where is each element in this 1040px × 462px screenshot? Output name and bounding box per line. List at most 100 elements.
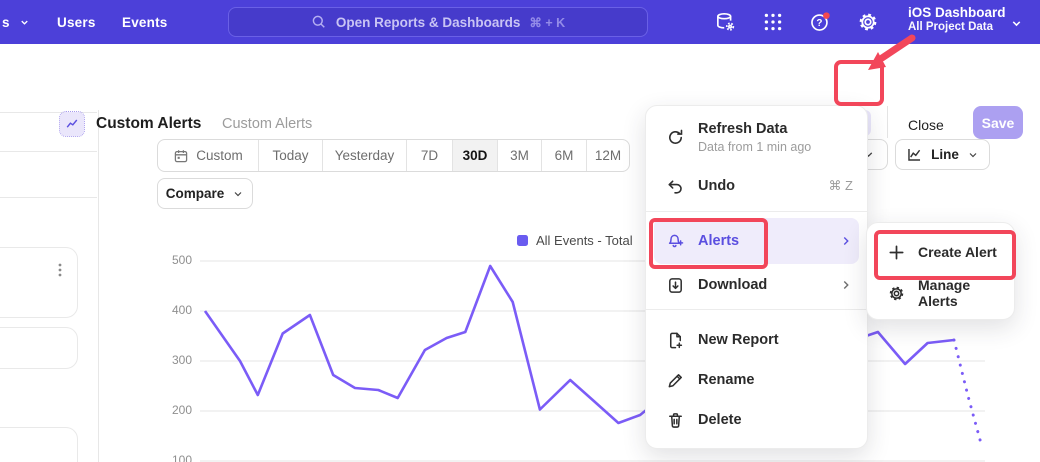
help-icon[interactable]: ? [809,11,831,33]
pencil-icon [668,373,682,387]
more-options-menu: Refresh Data Data from 1 min ago Undo ⌘ … [645,105,868,449]
search-icon [312,15,325,28]
range-today[interactable]: Today [259,140,323,171]
chevron-right-icon [843,281,849,289]
y-axis-tick-label: 500 [171,253,192,267]
data-management-icon[interactable] [714,11,736,33]
top-navigation-bar: s Users Events Open Reports & Dashboards… [0,0,1040,44]
range-6m[interactable]: 6M [542,140,587,171]
menu-label: Download [698,277,768,293]
line-chart-icon [908,148,921,161]
range-label: 30D [462,148,488,163]
search-shortcut: ⌘ + K [529,15,566,30]
menu-divider [646,211,867,212]
trash-icon [669,412,682,428]
menu-label: Alerts [698,233,740,249]
range-label: 12M [594,148,622,163]
menu-item-new-report[interactable]: New Report [654,320,859,360]
project-switcher[interactable]: iOS Dashboard All Project Data [908,5,1006,33]
date-range-segmented-control: Custom Today Yesterday 7D 30D 3M 6M 12M [157,139,630,172]
calendar-icon [174,149,188,162]
menu-divider [646,309,867,310]
plus-icon [889,244,904,260]
submenu-item-manage-alerts[interactable]: Manage Alerts [875,273,1006,313]
submenu-label: Manage Alerts [918,277,971,309]
sidebar-divider [0,151,97,152]
menu-label: Refresh Data [698,120,788,137]
alert-bell-plus-icon [668,234,684,247]
report-header: Custom Alerts Custom Alerts GV Duplicate… [0,44,1040,139]
submenu-label: Create Alert [918,244,997,260]
notification-dot [823,12,830,19]
list-item[interactable] [0,327,78,369]
close-button[interactable]: Close [908,117,944,133]
menu-item-delete[interactable]: Delete [654,400,859,440]
menu-item-download[interactable]: Download [654,266,859,304]
menu-label: New Report [698,332,779,348]
list-item[interactable] [0,427,78,462]
y-axis-tick-label: 300 [171,353,192,367]
nav-label: s [2,14,10,30]
range-12m[interactable]: 12M [587,140,629,171]
settings-gear-icon[interactable] [857,11,879,33]
sidebar-divider [0,112,97,113]
range-7d[interactable]: 7D [407,140,453,171]
search-bar[interactable]: Open Reports & Dashboards ⌘ + K [228,7,648,37]
nav-label: Events [122,14,168,30]
range-label: Yesterday [334,148,395,163]
menu-item-alerts[interactable]: Alerts [654,218,859,264]
page-title: Custom Alerts [96,115,202,132]
download-icon [669,277,682,293]
menu-item-refresh-data[interactable]: Refresh Data Data from 1 min ago [654,114,859,160]
legend-swatch [517,235,528,246]
y-axis-tick-label: 200 [171,403,192,417]
chevron-down-icon[interactable] [1010,17,1023,30]
search-placeholder: Open Reports & Dashboards [335,14,521,30]
chart-type-button[interactable]: Line [895,139,990,170]
range-custom[interactable]: Custom [158,140,259,171]
gear-icon [889,286,904,300]
nav-item-users[interactable]: Users [57,0,96,44]
range-label: 3M [510,148,529,163]
new-report-icon [669,332,683,348]
y-axis-tick-label: 400 [171,303,192,317]
menu-label: Undo [698,178,736,194]
range-label: 7D [420,148,439,163]
breadcrumb: Custom Alerts [222,116,313,132]
range-30d-selected[interactable]: 30D [453,140,498,171]
list-item[interactable] [0,247,78,318]
range-label: Custom [196,148,243,163]
compare-button[interactable]: Compare [157,178,253,209]
submenu-item-create-alert[interactable]: Create Alert [875,231,1006,273]
refresh-icon [669,129,683,144]
apps-grid-icon[interactable] [762,11,784,33]
range-yesterday[interactable]: Yesterday [323,140,407,171]
chevron-down-icon [21,20,28,25]
chart-legend: All Events - Total [517,233,633,248]
nav-item-events[interactable]: Events [122,0,167,44]
menu-label: Rename [698,372,755,388]
menu-shortcut: ⌘ Z [828,178,853,193]
sidebar-divider [0,197,97,198]
undo-icon [668,179,682,194]
project-scope: All Project Data [908,21,993,33]
menu-item-rename[interactable]: Rename [654,360,859,400]
chart-line-projected [952,338,984,449]
kebab-menu-icon[interactable] [53,262,67,278]
nav-item-partial[interactable]: s [2,0,30,44]
range-3m[interactable]: 3M [498,140,542,171]
range-label: 6M [554,148,574,163]
chevron-down-icon [234,191,242,196]
save-button[interactable]: Save [973,106,1023,139]
chevron-right-icon [843,237,849,245]
chart-type-label: Line [931,147,959,162]
legend-label: All Events - Total [536,233,633,248]
menu-item-undo[interactable]: Undo ⌘ Z [654,166,859,206]
report-chart-icon [59,111,85,137]
y-axis-tick-label: 100 [171,453,192,462]
project-name: iOS Dashboard [908,5,1006,20]
left-sidebar [0,110,99,462]
nav-label: Users [57,14,96,30]
alerts-submenu: Create Alert Manage Alerts [866,222,1015,320]
